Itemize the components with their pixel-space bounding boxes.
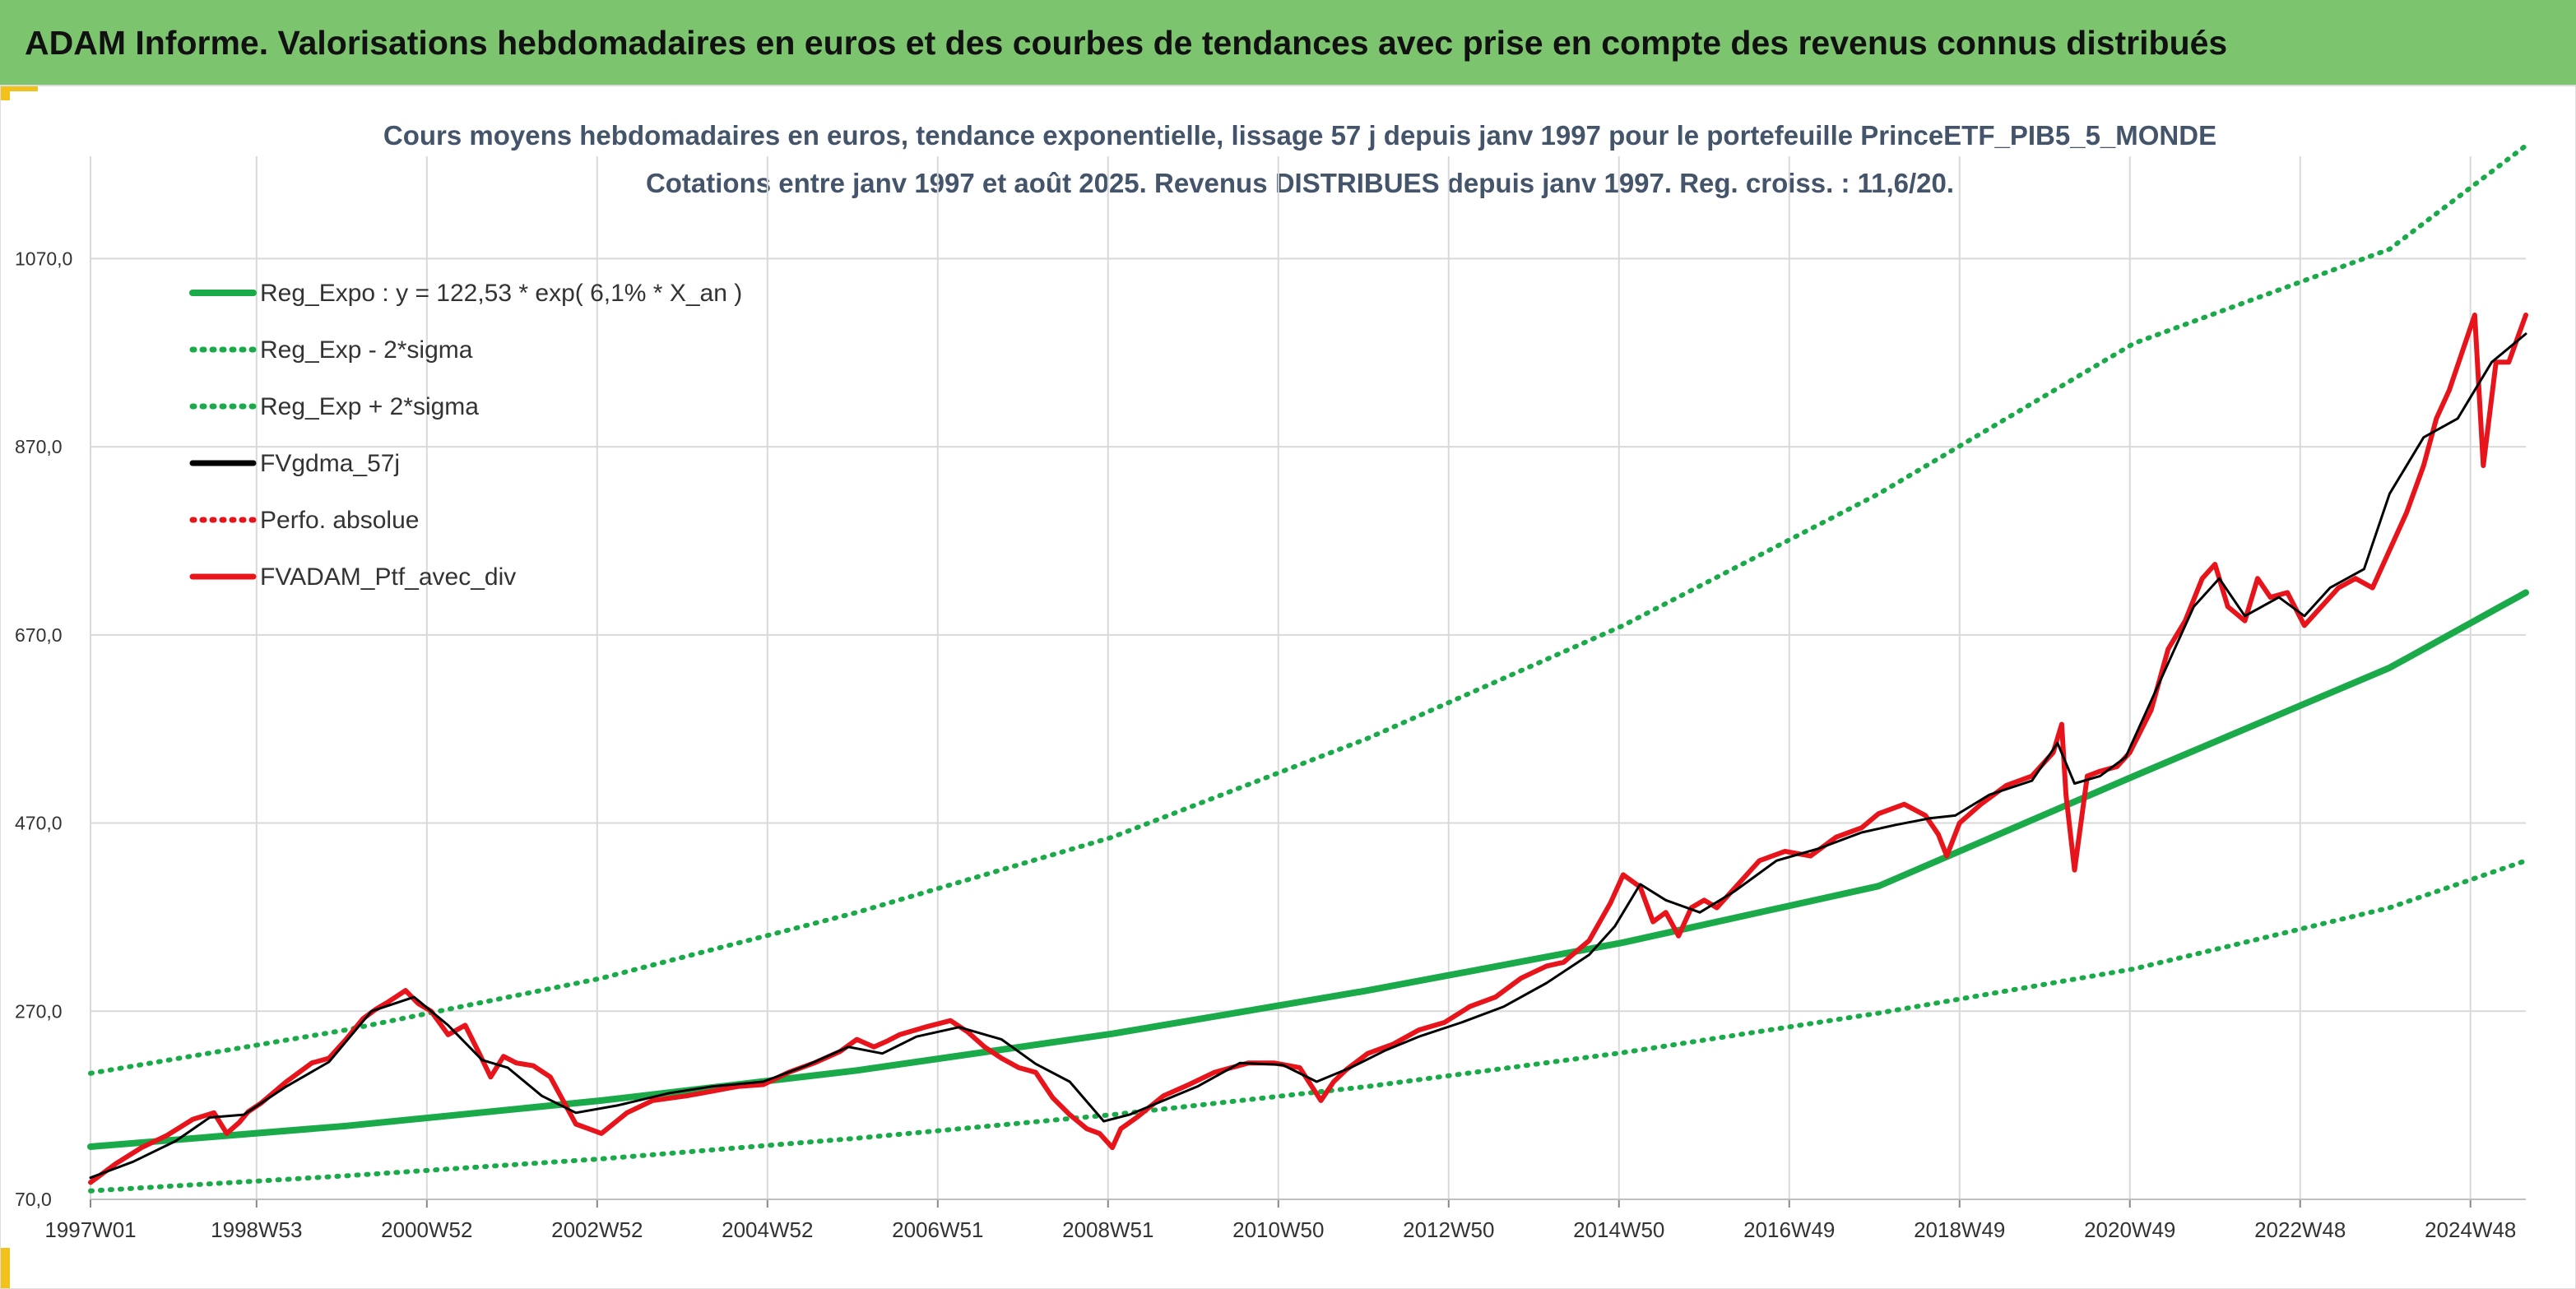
x-tick-label: 2004W52 xyxy=(722,1217,813,1242)
series-line-fvadam-ptf-avec-div xyxy=(88,313,2528,1185)
header-banner: ADAM Informe. Valorisations hebdomadaire… xyxy=(0,0,2576,86)
y-axis: 70,0 270,0 470,0 670,0 870,0 1070,0 xyxy=(15,248,72,1210)
legend-label: FVgdma_57j xyxy=(260,450,400,477)
series-line-perfo-absolue xyxy=(91,334,2526,1178)
legend-label: FVADAM_Ptf_avec_div xyxy=(260,563,516,591)
accent-bar-top-left xyxy=(0,86,38,91)
accent-bar-bottom-left xyxy=(0,1248,10,1289)
y-tick-label: 670,0 xyxy=(15,624,63,646)
x-tick-label: 2002W52 xyxy=(551,1217,643,1242)
x-tick-label: 2022W48 xyxy=(2254,1217,2346,1242)
x-tick-label: 2014W50 xyxy=(1573,1217,1664,1242)
x-tick-label: 2010W50 xyxy=(1232,1217,1324,1242)
x-tick-label: 2024W48 xyxy=(2425,1217,2516,1242)
x-tick-label: 2008W51 xyxy=(1062,1217,1153,1242)
y-tick-label: 70,0 xyxy=(15,1189,52,1210)
x-tick-label: 2006W51 xyxy=(892,1217,983,1242)
plot-area-border xyxy=(0,85,2576,1289)
x-axis: 1997W01 1998W53 2000W52 2002W52 2004W52 2006W… xyxy=(44,1199,2526,1242)
series-line-reg-expo-y-122-53-exp-6-1-x-an xyxy=(87,589,2529,1150)
header-title: ADAM Informe. Valorisations hebdomadaire… xyxy=(25,23,2228,62)
legend: Reg_Expo : y = 122,53 * exp( 6,1% * X_an… xyxy=(189,280,742,591)
legend-label: Reg_Exp + 2*sigma xyxy=(260,393,479,420)
x-tick-label: 2020W49 xyxy=(2084,1217,2175,1242)
series-line-reg-exp-2-sigma xyxy=(88,143,2528,1076)
y-tick-label: 470,0 xyxy=(15,813,63,834)
x-tick-label: 2016W49 xyxy=(1743,1217,1835,1242)
chart-title: Cours moyens hebdomadaires en euros, ten… xyxy=(383,120,2216,151)
x-tick-label: 1998W53 xyxy=(211,1217,302,1242)
legend-label: Reg_Expo : y = 122,53 * exp( 6,1% * X_an… xyxy=(260,280,742,307)
series-line-reg-exp-2-sigma xyxy=(88,858,2528,1194)
x-tick-label: 2012W50 xyxy=(1403,1217,1494,1242)
x-tick-label: 2018W49 xyxy=(1914,1217,2005,1242)
series-line-fvgdma-57j xyxy=(89,332,2527,1180)
legend-label: Perfo. absolue xyxy=(260,507,419,534)
y-tick-label: 270,0 xyxy=(15,1000,63,1022)
series-lines xyxy=(87,143,2529,1194)
x-tick-label: 2000W52 xyxy=(381,1217,472,1242)
y-tick-label: 870,0 xyxy=(15,436,63,457)
x-tick-label: 1997W01 xyxy=(44,1217,136,1242)
legend-label: Reg_Exp - 2*sigma xyxy=(260,336,473,364)
chart-subtitle: Cotations entre janv 1997 et août 2025. … xyxy=(646,168,1954,198)
y-tick-label: 1070,0 xyxy=(15,248,72,269)
